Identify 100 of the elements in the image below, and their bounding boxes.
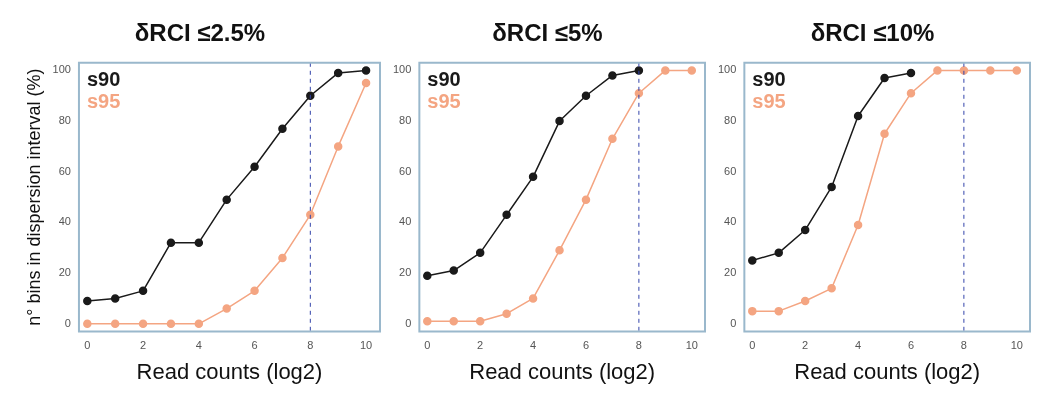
y-tick-label: 60 (58, 164, 71, 177)
point (827, 182, 836, 192)
x-tick-label: 8 (960, 339, 967, 352)
point (333, 142, 343, 151)
y-tick-label: 100 (717, 63, 737, 76)
chart-title: δRCI ≤5% (492, 19, 603, 47)
x-tick-label: 0 (84, 339, 91, 352)
x-tick-label: 8 (635, 339, 642, 352)
y-tick-label: 0 (730, 316, 737, 329)
x-axis-title: Read counts (log2) (136, 358, 323, 384)
x-tick-label: 4 (530, 339, 537, 352)
point (361, 78, 371, 88)
point (774, 248, 783, 258)
text: s90 (752, 68, 786, 91)
y-tick-label: 80 (399, 114, 412, 127)
y-tick-label: 40 (399, 215, 412, 228)
point (800, 225, 810, 235)
point (555, 116, 564, 126)
y-tick-label: 40 (58, 215, 71, 228)
point (502, 309, 511, 318)
x-tick-label: 4 (195, 339, 202, 352)
point (110, 294, 120, 303)
text: s90 (427, 68, 461, 91)
point (449, 317, 458, 326)
y-tick-label: 80 (58, 114, 71, 127)
point (138, 286, 148, 296)
y-tick-label: 20 (724, 266, 737, 279)
text: s95 (427, 90, 461, 113)
point (361, 66, 371, 75)
point (423, 317, 432, 326)
point (661, 66, 670, 75)
point (853, 111, 863, 121)
point (475, 317, 485, 326)
point (250, 286, 259, 296)
point (906, 88, 916, 98)
point (880, 73, 889, 83)
point (222, 195, 231, 204)
point (278, 253, 287, 263)
point (581, 91, 591, 100)
point (827, 284, 836, 293)
point (502, 210, 511, 220)
x-tick-label: 2 (140, 339, 147, 352)
point (194, 238, 204, 247)
point (853, 220, 863, 230)
x-tick-label: 10 (359, 339, 373, 352)
x-axis-title: Read counts (log2) (469, 358, 656, 384)
point (166, 238, 176, 247)
point (774, 306, 783, 316)
y-tick-label: 60 (724, 164, 737, 177)
y-tick-label: 100 (52, 63, 71, 76)
point (83, 319, 92, 329)
point (906, 68, 916, 78)
point (933, 66, 942, 75)
x-tick-label: 4 (855, 339, 862, 352)
x-tick-label: 10 (1010, 339, 1023, 352)
point (528, 294, 538, 303)
point (333, 68, 343, 78)
chart-title: δRCI ≤10% (810, 19, 935, 47)
point (423, 271, 432, 280)
point (608, 134, 617, 144)
point (748, 256, 757, 265)
x-tick-label: 2 (802, 339, 809, 352)
x-tick-label: 0 (424, 339, 431, 352)
point (748, 306, 757, 316)
point (166, 319, 176, 329)
y-tick-label: 0 (64, 316, 71, 329)
point (608, 71, 617, 80)
text: s90 (86, 68, 121, 91)
x-tick-label: 6 (582, 339, 590, 352)
point (880, 129, 889, 138)
point (110, 319, 120, 329)
point (194, 319, 204, 329)
point (800, 296, 810, 306)
x-tick-label: 0 (749, 339, 756, 352)
point (687, 66, 697, 75)
x-tick-label: 6 (251, 339, 258, 352)
point (278, 124, 287, 133)
x-axis-title: Read counts (log2) (794, 358, 981, 384)
point (1012, 66, 1022, 75)
y-tick-label: 20 (399, 266, 412, 279)
x-tick-label: 2 (477, 339, 484, 352)
point (986, 66, 995, 75)
point (222, 304, 231, 313)
y-tick-label: 0 (405, 316, 412, 329)
x-tick-label: 10 (685, 339, 698, 352)
point (250, 162, 259, 171)
point (83, 296, 92, 306)
y-tick-label: 80 (724, 114, 737, 127)
text: s95 (86, 90, 121, 113)
point (138, 319, 148, 329)
y-axis-title: n° bins in dispersion interval (%) (23, 68, 44, 326)
chart-title: δRCI ≤2.5% (134, 19, 266, 47)
x-tick-label: 6 (907, 339, 915, 352)
y-tick-label: 20 (58, 266, 71, 279)
y-tick-label: 40 (724, 215, 737, 228)
point (528, 172, 538, 182)
y-tick-label: 100 (392, 63, 412, 76)
point (581, 195, 591, 204)
point (449, 266, 458, 275)
point (555, 246, 564, 255)
